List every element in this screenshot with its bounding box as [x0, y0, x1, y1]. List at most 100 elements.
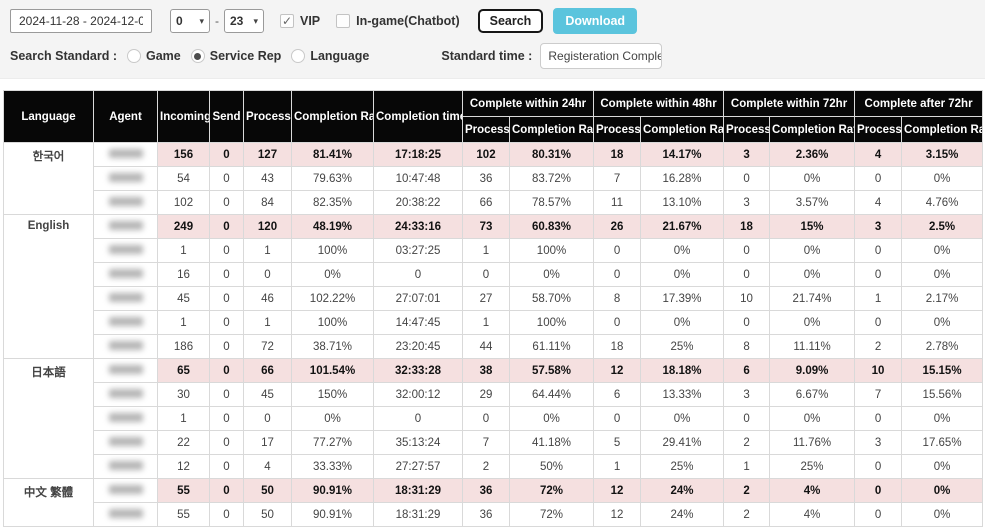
data-cell: 0 [209, 214, 244, 239]
data-cell: 0 [593, 262, 642, 287]
data-cell: 11 [593, 190, 642, 215]
data-cell: 0 [593, 310, 642, 335]
search-standard-radio-service-rep[interactable]: Service Rep [190, 49, 282, 63]
agent-name-redacted [108, 412, 143, 422]
data-cell: 100% [291, 238, 374, 263]
data-cell: 46 [243, 286, 292, 311]
data-cell: 13.33% [640, 382, 725, 407]
data-cell: 65 [157, 358, 210, 383]
data-cell: 27:27:57 [373, 454, 463, 479]
data-cell: 4 [854, 142, 903, 167]
ingame-chatbot-checkbox[interactable]: ✓ In-game(Chatbot) [336, 14, 460, 28]
download-button[interactable]: Download [553, 8, 638, 34]
data-cell: 25% [640, 454, 725, 479]
agent-data-row: 45 0 46 102.22% 27:07:01 27 58.70% 8 17.39% 10 21.… [4, 286, 984, 311]
data-cell: 0 [209, 358, 244, 383]
language-cell: English [3, 214, 94, 359]
data-cell: 0 [243, 262, 292, 287]
data-cell: 0 [854, 166, 903, 191]
agent-cell [93, 430, 158, 455]
data-cell: 0 [593, 238, 642, 263]
data-cell: 0 [854, 502, 903, 527]
data-cell: 12 [593, 478, 642, 503]
data-cell: 2.17% [901, 286, 984, 311]
data-cell: 0% [901, 454, 984, 479]
data-cell: 0 [373, 262, 463, 287]
agent-data-row: 12 0 4 33.33% 27:27:57 2 50% 1 25% 1 25% 0 0% [4, 454, 984, 479]
agent-cell [93, 310, 158, 335]
data-cell: 0 [854, 238, 903, 263]
radio-label: Service Rep [209, 49, 282, 63]
data-cell: 16.28% [640, 166, 725, 191]
data-cell: 78.57% [508, 190, 595, 215]
data-cell: 16 [157, 262, 210, 287]
data-cell: 8 [593, 286, 642, 311]
chevron-down-icon: ▾ [253, 15, 258, 26]
agent-cell [93, 286, 158, 311]
radio-button-icon [291, 49, 306, 63]
data-cell: 32:33:28 [373, 358, 463, 383]
data-cell: 14.17% [640, 142, 725, 167]
data-cell: 0% [901, 478, 984, 503]
data-cell: 43 [243, 166, 292, 191]
data-cell: 1 [157, 310, 210, 335]
data-cell: 36 [462, 502, 510, 527]
data-cell: 38.71% [291, 334, 374, 359]
agent-data-row: 102 0 84 82.35% 20:38:22 66 78.57% 11 13.10% 3 3.5… [4, 190, 984, 215]
data-cell: 0 [462, 406, 510, 431]
data-cell: 2 [723, 478, 771, 503]
data-cell: 25% [640, 334, 725, 359]
data-cell: 1 [157, 406, 210, 431]
data-cell: 3.57% [769, 190, 856, 215]
data-cell: 0% [901, 310, 984, 335]
data-cell: 4 [243, 454, 292, 479]
data-cell: 20:38:22 [373, 190, 463, 215]
data-cell: 0% [291, 406, 374, 431]
hour-from-select[interactable]: 0 ▾ [170, 9, 210, 33]
vip-checkbox[interactable]: ✓ VIP [280, 14, 320, 28]
data-cell: 54 [157, 166, 210, 191]
data-cell: 21.74% [769, 286, 856, 311]
agent-cell [93, 454, 158, 479]
data-cell: 45 [157, 286, 210, 311]
checkbox-check-icon: ✓ [336, 14, 351, 28]
search-button[interactable]: Search [477, 9, 544, 33]
language-cell: 中文 繁體 [3, 478, 94, 527]
col-header-completion-rate: Completion Rate [291, 90, 374, 143]
search-standard-label: Search Standard : [10, 49, 117, 63]
data-cell: 0 [209, 478, 244, 503]
agent-name-redacted [108, 436, 143, 446]
data-cell: 90.91% [291, 502, 374, 527]
chevron-down-icon: ▾ [199, 15, 204, 26]
data-cell: 0 [854, 262, 903, 287]
data-cell: 55 [157, 502, 210, 527]
hour-to-select[interactable]: 23 ▾ [224, 9, 264, 33]
data-cell: 45 [243, 382, 292, 407]
data-cell: 6.67% [769, 382, 856, 407]
data-cell: 11.76% [769, 430, 856, 455]
data-cell: 12 [593, 502, 642, 527]
search-standard-radio-game[interactable]: Game [126, 49, 181, 63]
data-cell: 8 [723, 334, 771, 359]
radio-button-icon [190, 49, 205, 63]
data-cell: 22 [157, 430, 210, 455]
data-cell: 1 [157, 238, 210, 263]
data-cell: 0 [243, 406, 292, 431]
radio-button-icon [126, 49, 141, 63]
data-cell: 66 [243, 358, 292, 383]
data-cell: 18 [723, 214, 771, 239]
data-cell: 0% [640, 262, 725, 287]
language-summary-row: English 249 0 120 48.19% 24:33:16 73 60.83% 26 21… [3, 214, 984, 359]
data-cell: 100% [508, 310, 595, 335]
data-cell: 0 [593, 406, 642, 431]
date-range-input[interactable] [10, 9, 152, 33]
col-group-within-48hr: Complete within 48hr [593, 90, 725, 117]
data-cell: 9.09% [769, 358, 856, 383]
standard-time-select[interactable]: Registeration Complete ~ Cer [540, 43, 663, 69]
agent-name-redacted [108, 364, 143, 374]
data-cell: 0 [209, 502, 244, 527]
agent-name-redacted [108, 148, 143, 158]
data-cell: 82.35% [291, 190, 374, 215]
search-standard-radio-language[interactable]: Language [291, 49, 369, 63]
data-cell: 77.27% [291, 430, 374, 455]
